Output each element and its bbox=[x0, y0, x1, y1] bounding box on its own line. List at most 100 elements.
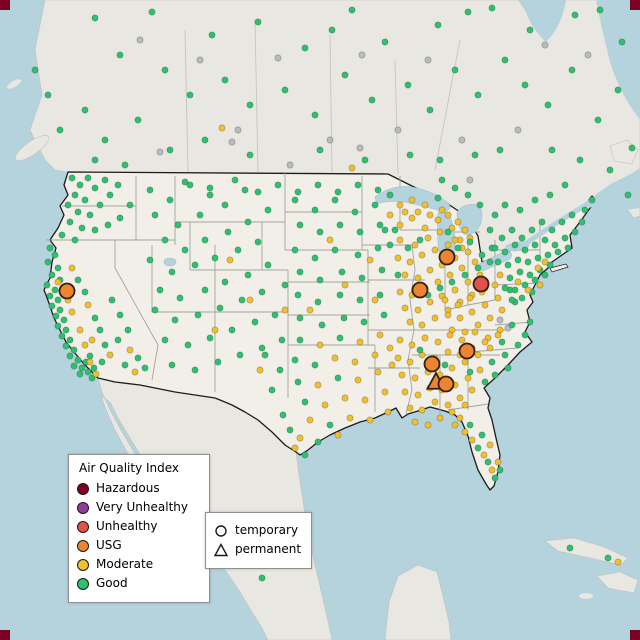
aqi-station-dot[interactable] bbox=[426, 106, 434, 114]
aqi-station-dot[interactable] bbox=[461, 401, 469, 409]
aqi-station-dot[interactable] bbox=[576, 156, 584, 164]
aqi-station-dot[interactable] bbox=[96, 201, 104, 209]
aqi-station-dot[interactable] bbox=[361, 396, 369, 404]
aqi-station-dot[interactable] bbox=[291, 444, 299, 452]
aqi-station-dot[interactable] bbox=[226, 256, 234, 264]
aqi-station-dot[interactable] bbox=[141, 364, 149, 372]
aqi-station-dot[interactable] bbox=[436, 156, 444, 164]
aqi-station-dot[interactable] bbox=[131, 368, 139, 376]
aqi-station-dot[interactable] bbox=[326, 136, 334, 144]
aqi-station-dot[interactable] bbox=[96, 326, 104, 334]
aqi-station-dot[interactable] bbox=[88, 374, 96, 382]
aqi-station-dot[interactable] bbox=[121, 161, 129, 169]
aqi-station-dot[interactable] bbox=[331, 196, 339, 204]
aqi-station-dot[interactable] bbox=[441, 361, 449, 369]
aqi-station-dot[interactable] bbox=[421, 224, 429, 232]
aqi-station-dot[interactable] bbox=[491, 244, 499, 252]
temporary-station-marker[interactable] bbox=[458, 342, 476, 360]
aqi-station-dot[interactable] bbox=[81, 106, 89, 114]
aqi-station-dot[interactable] bbox=[496, 466, 504, 474]
aqi-station-dot[interactable] bbox=[186, 91, 194, 99]
aqi-station-dot[interactable] bbox=[421, 334, 429, 342]
aqi-station-dot[interactable] bbox=[518, 234, 526, 242]
aqi-station-dot[interactable] bbox=[524, 258, 532, 266]
aqi-station-dot[interactable] bbox=[376, 291, 384, 299]
aqi-station-dot[interactable] bbox=[474, 91, 482, 99]
aqi-station-dot[interactable] bbox=[464, 248, 472, 256]
aqi-station-dot[interactable] bbox=[401, 388, 409, 396]
aqi-station-dot[interactable] bbox=[134, 354, 142, 362]
aqi-station-dot[interactable] bbox=[561, 234, 569, 242]
aqi-station-dot[interactable] bbox=[228, 138, 236, 146]
aqi-station-dot[interactable] bbox=[358, 51, 366, 59]
aqi-station-dot[interactable] bbox=[31, 66, 39, 74]
aqi-station-dot[interactable] bbox=[521, 331, 529, 339]
aqi-station-dot[interactable] bbox=[521, 246, 529, 254]
aqi-station-dot[interactable] bbox=[396, 221, 404, 229]
aqi-station-dot[interactable] bbox=[404, 244, 412, 252]
aqi-station-dot[interactable] bbox=[91, 14, 99, 22]
aqi-station-dot[interactable] bbox=[281, 281, 289, 289]
aqi-station-dot[interactable] bbox=[156, 286, 164, 294]
aqi-station-dot[interactable] bbox=[474, 351, 482, 359]
aqi-station-dot[interactable] bbox=[78, 224, 86, 232]
aqi-station-dot[interactable] bbox=[568, 66, 576, 74]
aqi-station-dot[interactable] bbox=[184, 341, 192, 349]
aqi-station-dot[interactable] bbox=[254, 18, 262, 26]
aqi-station-dot[interactable] bbox=[614, 86, 622, 94]
aqi-station-dot[interactable] bbox=[376, 331, 384, 339]
aqi-station-dot[interactable] bbox=[504, 364, 512, 372]
aqi-station-dot[interactable] bbox=[381, 226, 389, 234]
aqi-station-dot[interactable] bbox=[338, 268, 346, 276]
aqi-station-dot[interactable] bbox=[514, 126, 522, 134]
aqi-station-dot[interactable] bbox=[71, 191, 79, 199]
aqi-station-dot[interactable] bbox=[161, 66, 169, 74]
aqi-station-dot[interactable] bbox=[296, 221, 304, 229]
aqi-station-dot[interactable] bbox=[491, 474, 499, 482]
aqi-station-dot[interactable] bbox=[58, 332, 66, 340]
aqi-station-dot[interactable] bbox=[371, 296, 379, 304]
aqi-station-dot[interactable] bbox=[464, 8, 472, 16]
aqi-station-dot[interactable] bbox=[101, 341, 109, 349]
aqi-station-dot[interactable] bbox=[66, 336, 74, 344]
aqi-station-dot[interactable] bbox=[231, 176, 239, 184]
aqi-station-dot[interactable] bbox=[448, 364, 456, 372]
aqi-station-dot[interactable] bbox=[60, 316, 68, 324]
aqi-station-dot[interactable] bbox=[101, 176, 109, 184]
aqi-station-dot[interactable] bbox=[388, 361, 396, 369]
aqi-station-dot[interactable] bbox=[468, 308, 476, 316]
aqi-station-dot[interactable] bbox=[411, 241, 419, 249]
aqi-station-dot[interactable] bbox=[478, 251, 486, 259]
aqi-station-dot[interactable] bbox=[341, 281, 349, 289]
aqi-station-dot[interactable] bbox=[461, 358, 469, 366]
aqi-station-dot[interactable] bbox=[434, 21, 442, 29]
aqi-station-dot[interactable] bbox=[371, 351, 379, 359]
aqi-station-dot[interactable] bbox=[314, 181, 322, 189]
aqi-station-dot[interactable] bbox=[71, 236, 79, 244]
aqi-station-dot[interactable] bbox=[74, 356, 82, 364]
aqi-station-dot[interactable] bbox=[456, 314, 464, 322]
aqi-station-dot[interactable] bbox=[446, 271, 454, 279]
aqi-station-dot[interactable] bbox=[360, 318, 368, 326]
aqi-station-dot[interactable] bbox=[466, 238, 474, 246]
aqi-station-dot[interactable] bbox=[541, 271, 549, 279]
aqi-station-dot[interactable] bbox=[356, 296, 364, 304]
aqi-station-dot[interactable] bbox=[186, 181, 194, 189]
aqi-station-dot[interactable] bbox=[101, 136, 109, 144]
aqi-station-dot[interactable] bbox=[224, 228, 232, 236]
aqi-station-dot[interactable] bbox=[401, 304, 409, 312]
aqi-station-dot[interactable] bbox=[394, 271, 402, 279]
aqi-station-dot[interactable] bbox=[451, 66, 459, 74]
aqi-station-dot[interactable] bbox=[98, 358, 106, 366]
aqi-station-dot[interactable] bbox=[418, 251, 426, 259]
aqi-station-dot[interactable] bbox=[43, 281, 51, 289]
aqi-station-dot[interactable] bbox=[354, 181, 362, 189]
aqi-station-dot[interactable] bbox=[74, 276, 82, 284]
aqi-station-dot[interactable] bbox=[531, 241, 539, 249]
aqi-station-dot[interactable] bbox=[486, 226, 494, 234]
aqi-station-dot[interactable] bbox=[54, 278, 62, 286]
aqi-station-dot[interactable] bbox=[146, 186, 154, 194]
aqi-station-dot[interactable] bbox=[106, 191, 114, 199]
aqi-station-dot[interactable] bbox=[238, 296, 246, 304]
aqi-station-dot[interactable] bbox=[206, 191, 214, 199]
